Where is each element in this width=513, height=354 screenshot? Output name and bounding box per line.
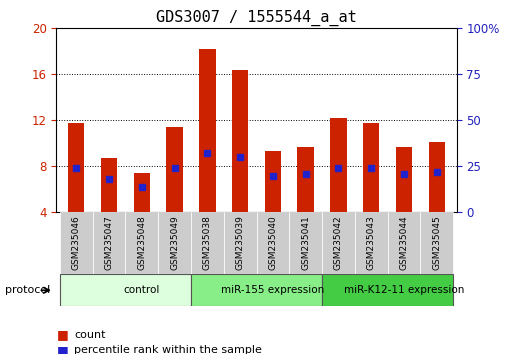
Text: GSM235038: GSM235038 [203, 216, 212, 270]
Text: ■: ■ [56, 344, 68, 354]
Bar [298, 147, 314, 212]
Text: GSM235043: GSM235043 [367, 216, 376, 270]
Bar [388, 212, 421, 274]
Bar [322, 212, 355, 274]
Bar [199, 49, 215, 212]
Bar [363, 123, 380, 212]
Text: miR-155 expression: miR-155 expression [221, 285, 325, 295]
Bar [421, 212, 453, 274]
Bar [60, 212, 92, 274]
Text: GSM235041: GSM235041 [301, 216, 310, 270]
Text: GSM235039: GSM235039 [235, 216, 245, 270]
Bar [256, 212, 289, 274]
Bar [125, 212, 158, 274]
Text: GSM235044: GSM235044 [400, 216, 408, 270]
Bar [101, 158, 117, 212]
Text: count: count [74, 330, 106, 339]
Bar [322, 274, 453, 306]
Bar [133, 173, 150, 212]
Text: GSM235049: GSM235049 [170, 216, 179, 270]
Text: control: control [124, 285, 160, 295]
Text: miR-K12-11 expression: miR-K12-11 expression [344, 285, 464, 295]
Bar [191, 212, 224, 274]
Bar [191, 274, 322, 306]
Bar [289, 212, 322, 274]
Text: GSM235042: GSM235042 [334, 216, 343, 270]
Text: GSM235040: GSM235040 [268, 216, 278, 270]
Text: ■: ■ [56, 328, 68, 341]
Bar [224, 212, 256, 274]
Bar [92, 212, 125, 274]
Bar [265, 152, 281, 212]
Bar [396, 147, 412, 212]
Bar [60, 274, 191, 306]
Text: GSM235046: GSM235046 [72, 216, 81, 270]
Text: protocol: protocol [5, 285, 50, 295]
Bar [158, 212, 191, 274]
Text: GSM235045: GSM235045 [432, 216, 441, 270]
Text: GSM235047: GSM235047 [105, 216, 113, 270]
Title: GDS3007 / 1555544_a_at: GDS3007 / 1555544_a_at [156, 9, 357, 25]
Bar [166, 127, 183, 212]
Bar [355, 212, 388, 274]
Bar [68, 123, 84, 212]
Bar [232, 70, 248, 212]
Text: percentile rank within the sample: percentile rank within the sample [74, 346, 262, 354]
Bar [330, 118, 347, 212]
Bar [429, 142, 445, 212]
Text: GSM235048: GSM235048 [137, 216, 146, 270]
